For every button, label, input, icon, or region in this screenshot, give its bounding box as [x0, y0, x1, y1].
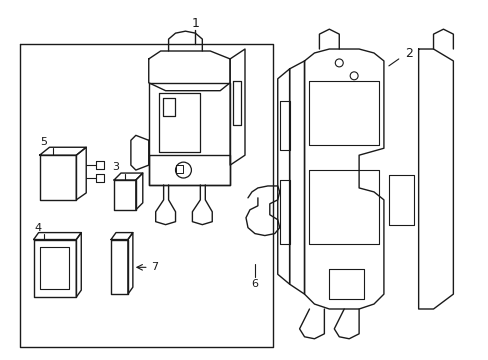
Text: 5: 5: [40, 137, 47, 147]
Text: 7: 7: [150, 262, 158, 272]
Text: 3: 3: [112, 162, 119, 172]
Text: 6: 6: [251, 279, 258, 289]
Text: 4: 4: [34, 222, 41, 233]
Text: 1: 1: [191, 17, 199, 30]
Text: 2: 2: [404, 48, 412, 60]
